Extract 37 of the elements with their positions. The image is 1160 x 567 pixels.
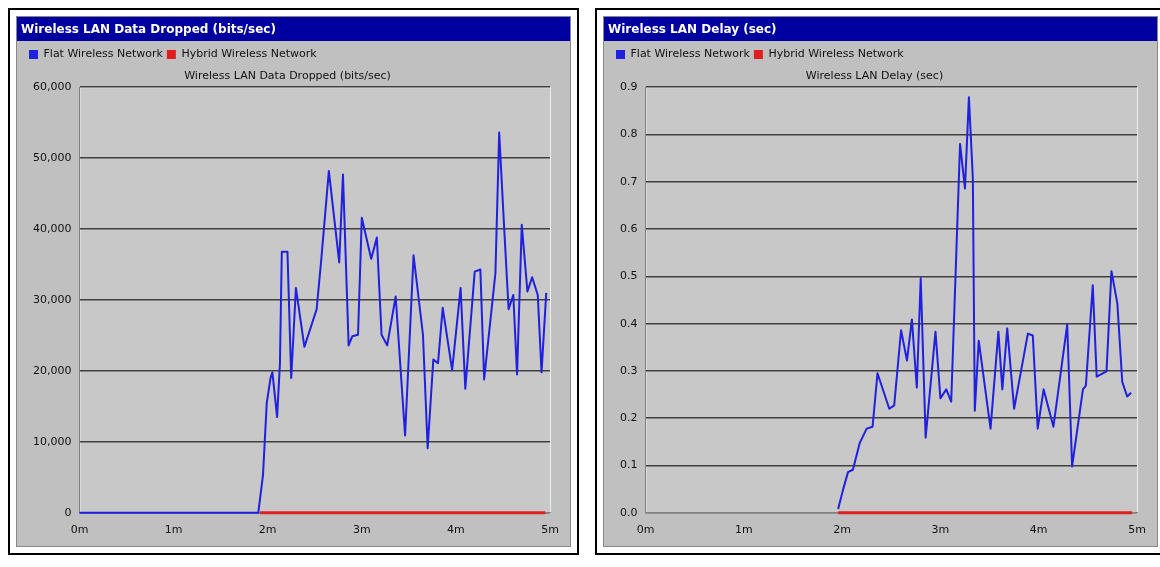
y-tick-label: 0.2 [619,411,638,425]
y-tick-label: 0.6 [619,221,638,235]
x-tick-label: 4m [1029,523,1048,537]
y-tick-label: 0 [64,505,72,519]
y-tick-label: 0.4 [619,316,638,330]
x-tick-label: 2m [258,523,277,537]
x-tick-label: 5m [1128,523,1146,537]
chart-subtitle: Wireless LAN Delay (sec) [805,69,944,83]
legend-label: Flat Wireless Network [630,47,751,61]
x-tick-label: 3m [931,523,950,537]
x-tick-label: 0m [70,523,89,537]
y-tick-label: 30,000 [32,292,72,306]
y-tick-label: 20,000 [32,363,72,377]
x-tick-label: 0m [636,523,655,537]
x-tick-label: 3m [352,523,371,537]
y-tick-label: 0.8 [619,127,638,141]
legend-label: Hybrid Wireless Network [768,47,905,61]
y-tick-label: 40,000 [32,221,72,235]
x-tick-label: 2m [833,523,851,537]
chart-subtitle: Wireless LAN Data Dropped (bits/sec) [184,69,391,83]
y-tick-label: 0.0 [619,505,638,519]
y-tick-label: 0.9 [619,80,638,94]
y-tick-label: 10,000 [32,434,72,448]
x-tick-label: 1m [734,523,753,537]
chart-title: Wireless LAN Delay (sec) [604,17,1157,41]
x-tick-label: 4m [447,523,465,537]
legend-label: Hybrid Wireless Network [181,47,318,61]
y-tick-label: 0.3 [619,363,638,377]
x-tick-label: 5m [541,523,559,537]
x-tick-label: 1m [164,523,183,537]
y-tick-label: 0.1 [619,458,638,472]
chart-title: Wireless LAN Data Dropped (bits/sec) [17,17,570,41]
y-tick-label: 0.5 [619,269,638,283]
y-tick-label: 50,000 [32,150,72,164]
y-tick-label: 60,000 [32,80,72,94]
y-tick-label: 0.7 [619,174,638,188]
legend-label: Flat Wireless Network [43,47,164,61]
